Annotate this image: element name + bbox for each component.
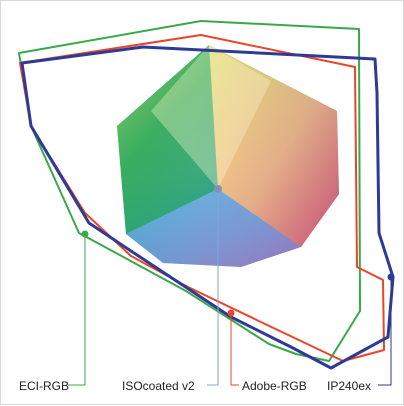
eci-rgb-callout	[68, 230, 89, 386]
adobe-rgb-label: Adobe-RGB	[242, 379, 307, 393]
ip240ex-outline	[20, 45, 395, 370]
isocoated-gamut-solid	[117, 45, 339, 267]
eci-rgb-label: ECI-RGB	[19, 379, 70, 393]
isocoated-v2-label: ISOcoated v2	[122, 379, 195, 393]
ip240ex-label: IP240ex	[327, 379, 372, 393]
isocoated-v2-callout	[207, 185, 222, 386]
ip240ex-callout	[378, 273, 395, 386]
adobe-rgb-callout	[227, 309, 239, 386]
eci-rgb-outline	[18, 20, 361, 362]
